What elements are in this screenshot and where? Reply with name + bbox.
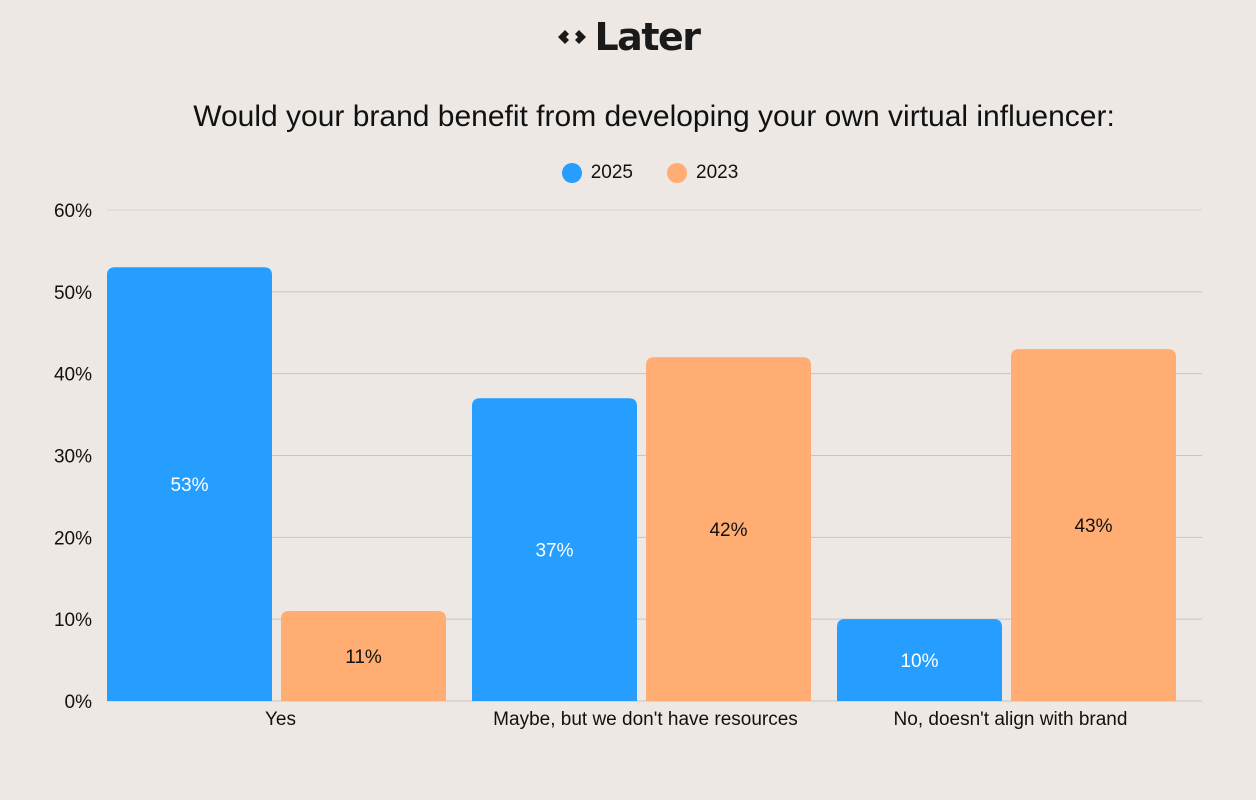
bar-2023-0	[281, 610, 446, 701]
bar-value-label: 53%	[170, 475, 208, 496]
bar-2025-0	[107, 267, 272, 701]
y-tick-label: 10%	[54, 610, 92, 631]
y-tick-label: 0%	[65, 692, 93, 713]
logo: Later	[0, 14, 1256, 60]
y-tick-label: 20%	[54, 528, 92, 549]
bar-value-label: 42%	[709, 520, 747, 541]
y-tick-label: 30%	[54, 447, 92, 468]
bar-value-label: 37%	[535, 541, 573, 562]
y-tick-label: 60%	[54, 201, 92, 222]
bar-value-label: 43%	[1074, 516, 1112, 537]
bar-2023-1	[646, 357, 811, 701]
bar-2025-1	[472, 398, 637, 701]
legend-swatch-2023	[667, 163, 687, 183]
bar-labels: 53% 11% 37% 42% 10% 43%	[170, 475, 1112, 672]
x-axis: Yes Maybe, but we don't have resources No,…	[265, 709, 1127, 730]
chart-legend: 2025 2023	[0, 162, 1256, 184]
brand-name: Later	[594, 15, 701, 59]
later-logo-icon	[558, 30, 587, 44]
bar-2025-2	[837, 619, 1002, 701]
x-category-label: No, doesn't align with brand	[894, 709, 1128, 730]
bar-value-label: 10%	[900, 651, 938, 672]
legend-swatch-2025	[561, 163, 582, 183]
legend-label-2023: 2023	[696, 162, 739, 183]
y-tick-label: 50%	[54, 283, 92, 304]
legend-item-2025: 2025	[561, 162, 633, 184]
chart-title: Would your brand benefit from developing…	[193, 100, 1115, 133]
x-category-label: Maybe, but we don't have resources	[493, 709, 798, 730]
bar-2023-2	[1011, 349, 1176, 701]
legend-item-2023: 2023	[667, 162, 738, 184]
bars	[107, 267, 1176, 701]
y-tick-label: 40%	[54, 365, 92, 386]
legend-label-2025: 2025	[590, 162, 633, 183]
x-category-label: Yes	[265, 709, 296, 730]
bar-value-label: 11%	[345, 647, 382, 668]
